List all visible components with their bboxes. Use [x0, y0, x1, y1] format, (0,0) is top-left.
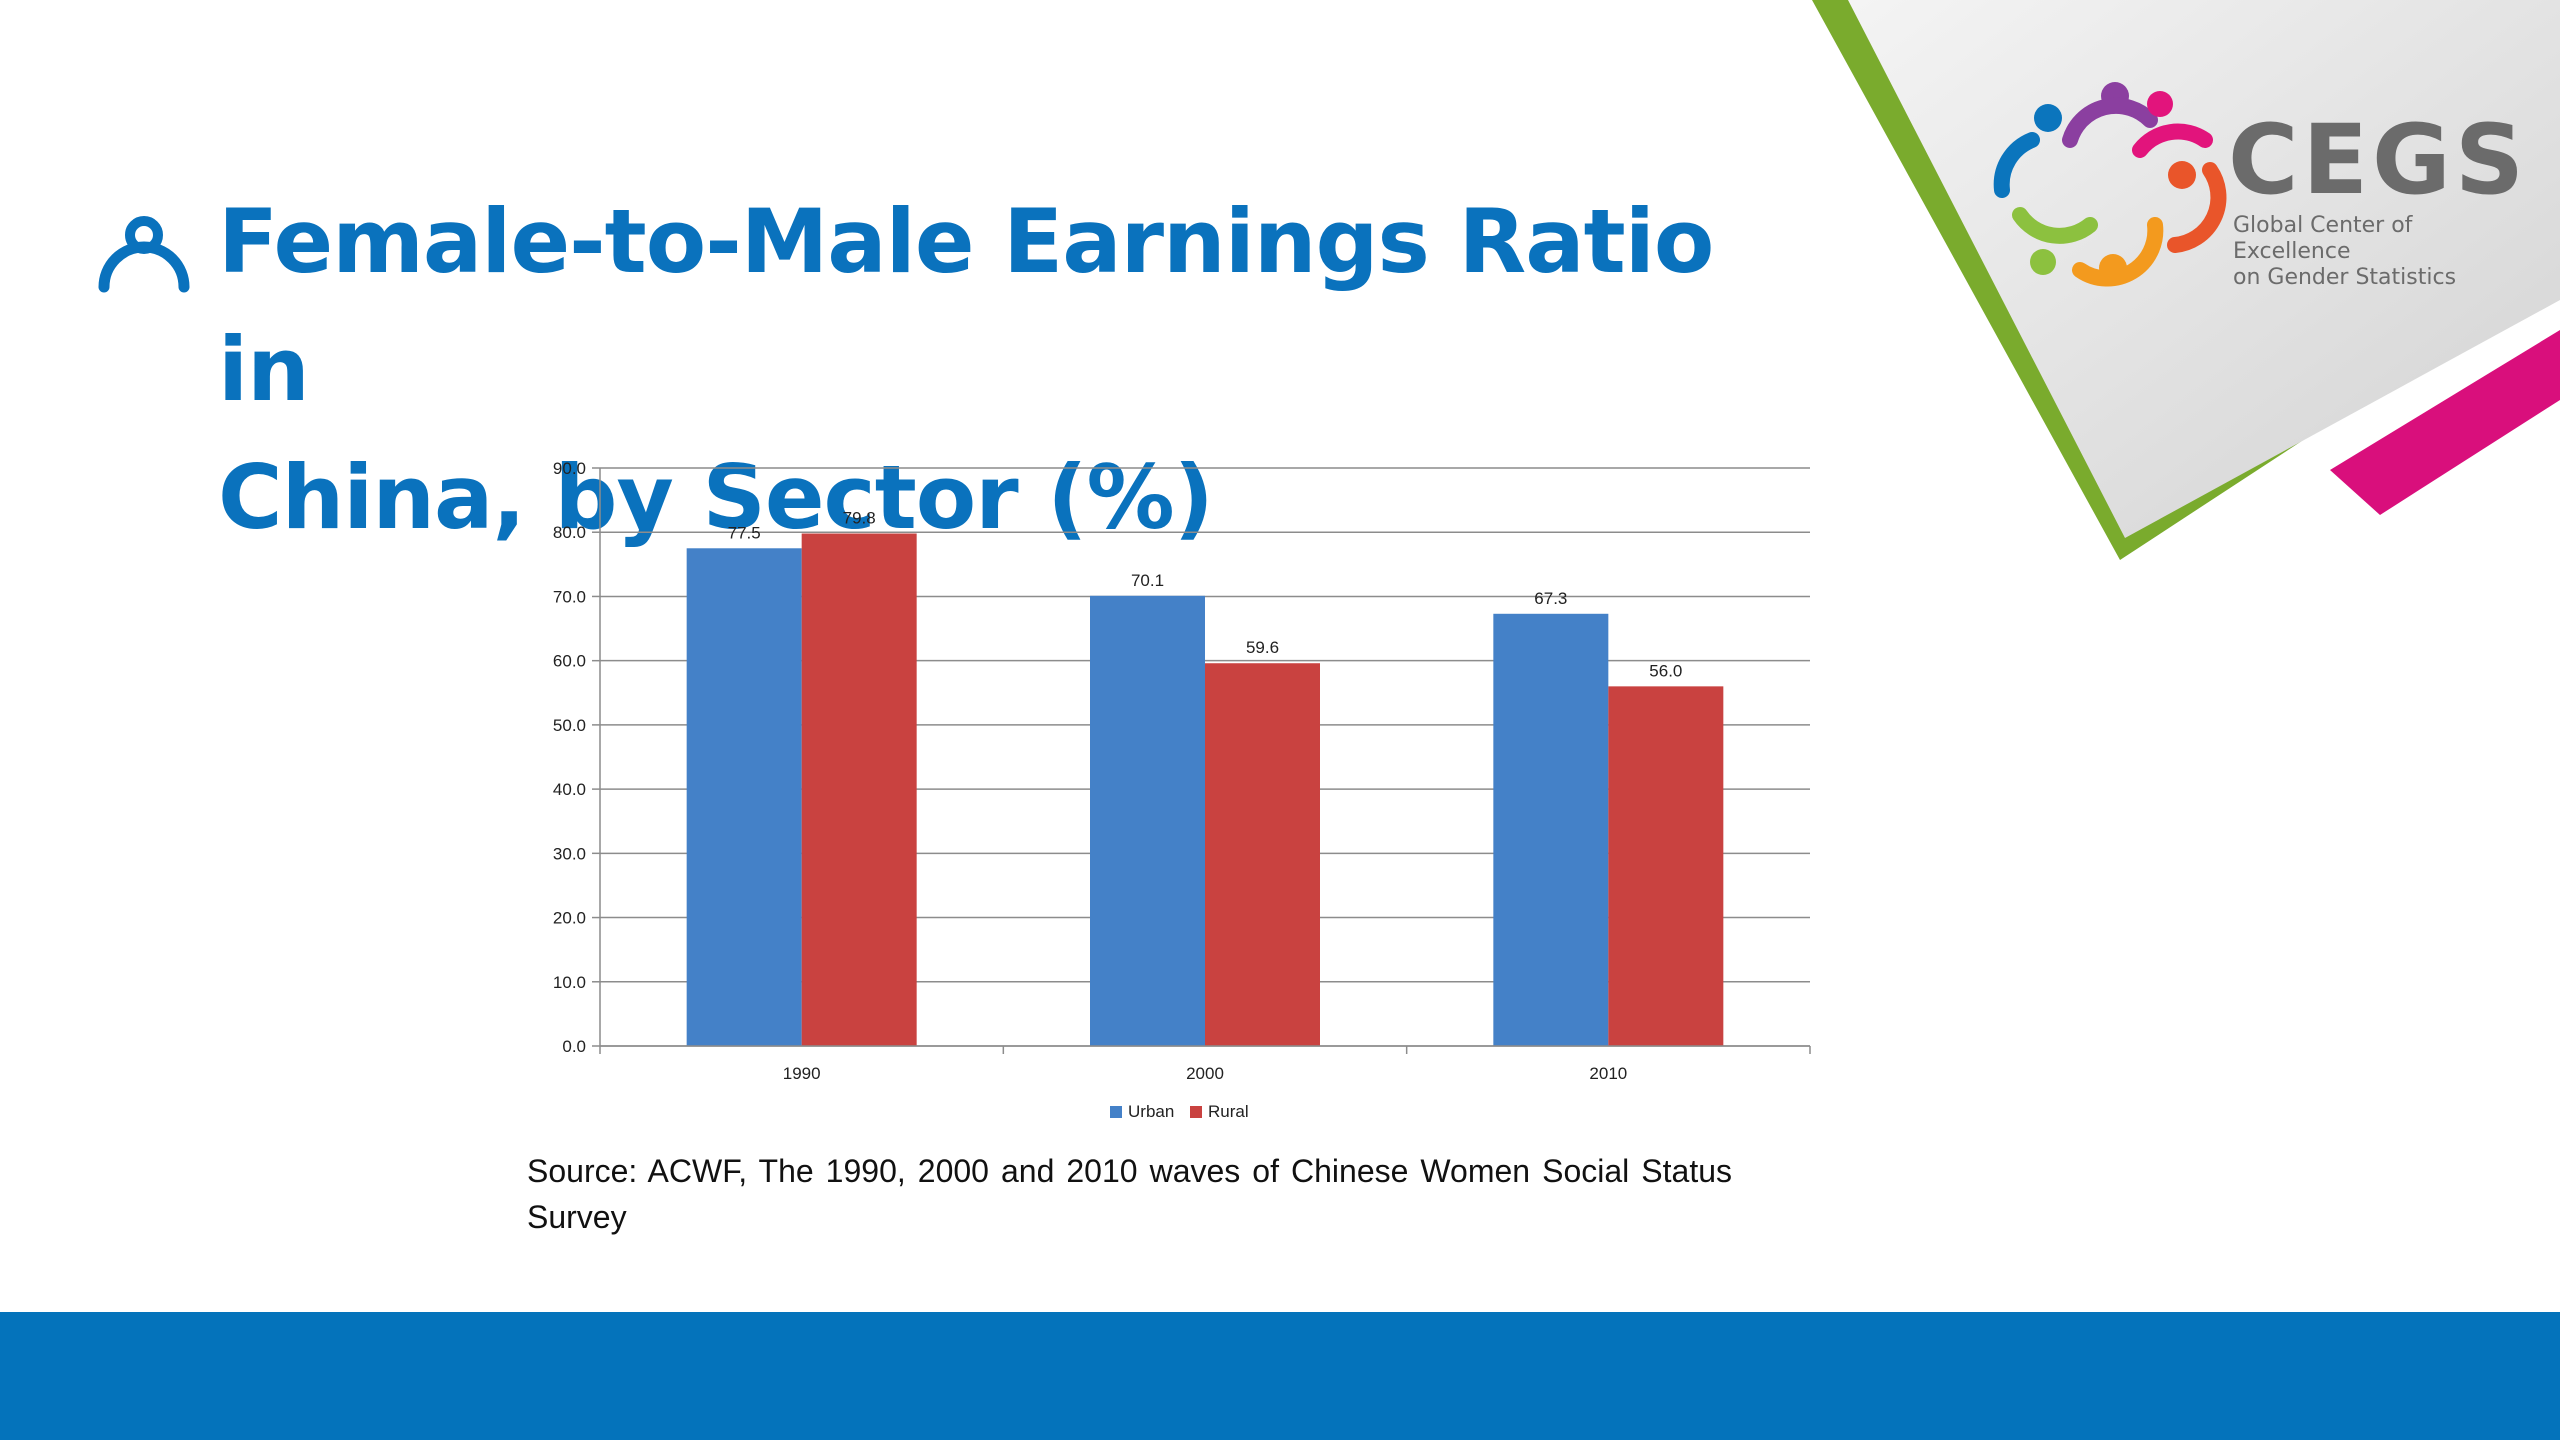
y-tick-label-9: 90.0: [553, 459, 586, 478]
bar-urban-2000: [1090, 595, 1205, 1046]
y-tick-label-1: 10.0: [553, 973, 586, 992]
chart-legend: Urban Rural: [1110, 1102, 1249, 1121]
y-tick-label-4: 40.0: [553, 780, 586, 799]
x-tick-label-2010: 2010: [1589, 1064, 1627, 1083]
y-tick-label-2: 20.0: [553, 909, 586, 928]
legend-label-urban: Urban: [1128, 1102, 1174, 1121]
y-tick-label-0: 0.0: [562, 1037, 586, 1056]
y-tick-label-5: 50.0: [553, 716, 586, 735]
logo-subtitle-line-2: on Gender Statistics: [2233, 265, 2457, 290]
bar-chart: 0.010.020.030.040.050.060.070.080.090.0 …: [553, 459, 1811, 1121]
y-tick-label-6: 60.0: [553, 652, 586, 671]
legend-swatch-rural: [1190, 1106, 1202, 1118]
y-tick-labels: 0.0 10.0 20.0 30.0 40.0 50.0 60.0 70.0 80.0 90.0: [553, 459, 586, 1056]
footer-bar: [0, 1312, 2560, 1440]
chart-axes: [599, 468, 1811, 1054]
magenta-stripe: [2330, 330, 2560, 515]
data-label-urban-1990: 77.5: [728, 523, 761, 542]
legend-label-rural: Rural: [1208, 1102, 1249, 1121]
logo-wordmark: CEGS: [2228, 104, 2528, 216]
bar-rural-2010: [1608, 686, 1724, 1046]
legend-swatch-urban: [1110, 1106, 1122, 1118]
logo-subtitle-line-1: Global Center of Excellence: [2233, 213, 2413, 264]
data-labels: 77.5 79.8 70.1 59.6 67.3 56.0: [728, 509, 1683, 681]
data-label-urban-2000: 70.1: [1131, 571, 1164, 590]
y-tick-label-7: 70.0: [553, 587, 586, 606]
source-note: Source: ACWF, The 1990, 2000 and 2010 wa…: [527, 1153, 1732, 1235]
bar-rural-1990: [801, 533, 917, 1046]
logo-subtitle: Global Center of Excellence on Gender St…: [2233, 213, 2533, 291]
data-label-rural-2010: 56.0: [1649, 661, 1682, 680]
title-line-1: Female-to-Male Earnings Ratio in: [218, 190, 1714, 421]
bar-rural-2000: [1205, 663, 1320, 1046]
x-tick-label-2000: 2000: [1186, 1064, 1224, 1083]
page-title: Female-to-Male Earnings Ratio in China, …: [218, 178, 1818, 562]
data-label-rural-1990: 79.8: [843, 509, 876, 528]
bar-urban-1990: [686, 548, 802, 1046]
y-tick-label-3: 30.0: [553, 844, 586, 863]
y-tick-label-8: 80.0: [553, 523, 586, 542]
chart-bars: [686, 533, 1724, 1046]
bar-urban-2010: [1493, 613, 1609, 1046]
x-tick-label-1990: 1990: [783, 1064, 821, 1083]
people-circle-logo: [1993, 82, 2227, 287]
data-label-rural-2000: 59.6: [1246, 638, 1279, 657]
data-label-urban-2010: 67.3: [1534, 589, 1567, 608]
person-icon: [98, 216, 190, 293]
x-tick-labels: 1990 2000 2010: [783, 1064, 1627, 1083]
